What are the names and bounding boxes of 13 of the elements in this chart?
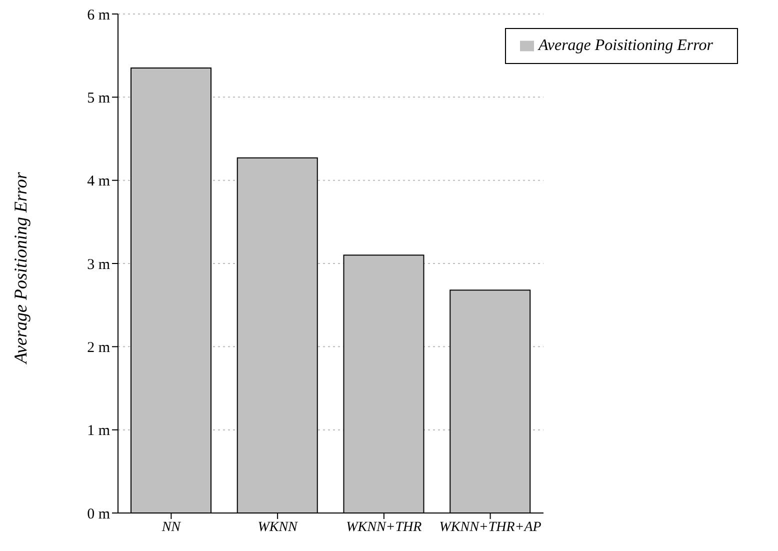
x-tick-label: WKNN+THR+AP [439, 520, 542, 535]
x-tick-label: WKNN+THR [346, 520, 422, 535]
y-tick-label: 3 m [87, 256, 110, 273]
x-tick-label: WKNN [258, 520, 298, 535]
y-axis-title: Average Positioning Error [10, 171, 30, 364]
y-tick-label: 5 m [87, 90, 110, 106]
y-tick-label: 6 m [87, 7, 110, 24]
x-tick-label: NN [160, 520, 182, 535]
y-tick-label: 2 m [87, 340, 110, 356]
legend-label: Average Poisitioning Error [538, 37, 713, 54]
y-tick-label: 0 m [87, 506, 110, 522]
y-tick-label: 1 m [87, 423, 110, 440]
y-tick-label: 4 m [87, 174, 110, 190]
